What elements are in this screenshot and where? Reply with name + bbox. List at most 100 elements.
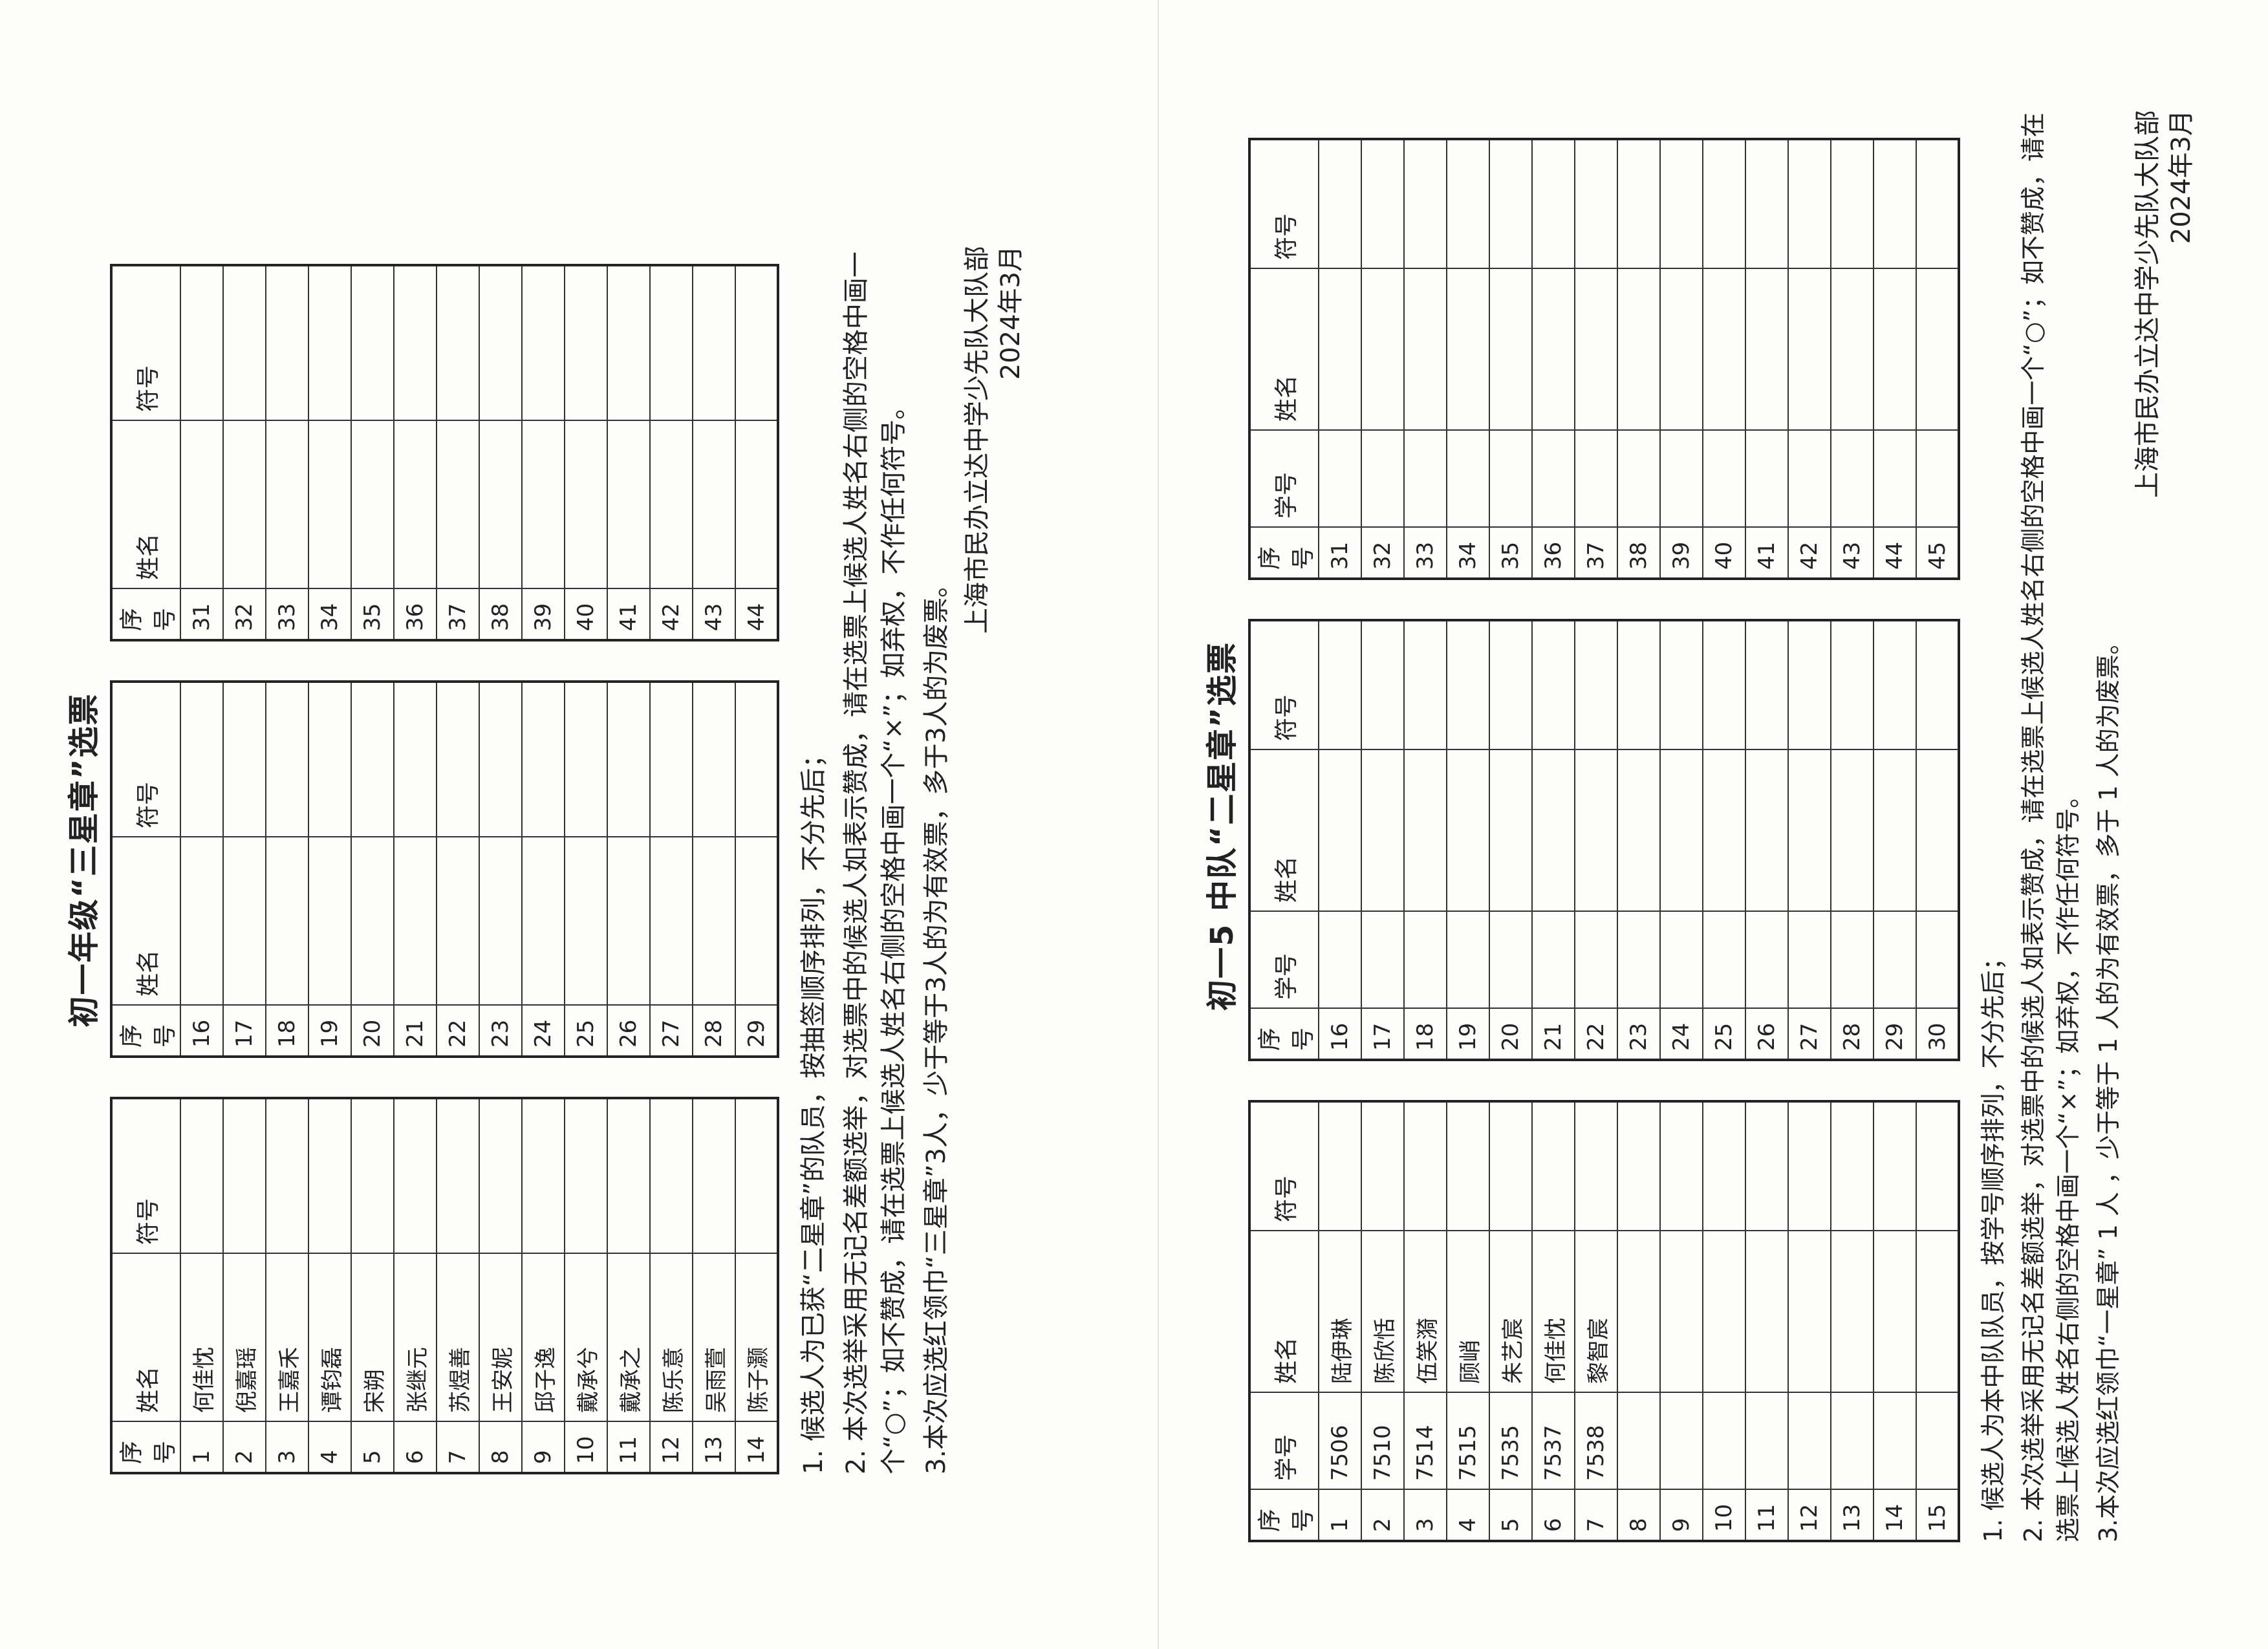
table-row: 35 bbox=[1489, 139, 1532, 579]
empty-cell bbox=[1489, 139, 1532, 268]
table-cell: 21 bbox=[1532, 1008, 1575, 1060]
empty-cell bbox=[223, 1098, 266, 1253]
empty-cell bbox=[1319, 1101, 1361, 1231]
table-row: 29 bbox=[1874, 620, 1916, 1060]
table-row: 31 bbox=[1319, 139, 1361, 579]
ballot-title: 初一年级“三星章”选票 bbox=[66, 693, 102, 1028]
ballot-table: 序号 姓名 符号 1 何佳忱 2 倪嘉瑶 3 王嘉禾 4 谭钧磊 5 宋朔 6 张继元 7 苏煜善 8 王安妮 9 邱子… bbox=[110, 1097, 779, 1474]
empty-cell bbox=[1319, 749, 1361, 911]
empty-cell bbox=[522, 682, 565, 837]
empty-cell bbox=[351, 420, 394, 588]
table-cell: 5 bbox=[1489, 1489, 1532, 1541]
empty-cell bbox=[1916, 620, 1959, 749]
empty-cell bbox=[1745, 620, 1788, 749]
table-row: 32 bbox=[223, 265, 266, 640]
empty-cell bbox=[1575, 139, 1617, 268]
table-cell: 40 bbox=[565, 588, 607, 640]
empty-cell bbox=[1361, 749, 1404, 911]
table-row: 2 倪嘉瑶 bbox=[223, 1098, 266, 1473]
table-cell: 24 bbox=[1660, 1008, 1703, 1060]
empty-cell bbox=[1617, 749, 1660, 911]
column-header: 序号 bbox=[111, 1005, 180, 1057]
empty-cell bbox=[1404, 268, 1447, 430]
empty-cell bbox=[522, 420, 565, 588]
empty-cell bbox=[1874, 911, 1916, 1008]
empty-cell bbox=[437, 420, 479, 588]
empty-cell bbox=[1916, 1392, 1959, 1489]
table-cell: 18 bbox=[1404, 1008, 1447, 1060]
empty-cell bbox=[1447, 749, 1489, 911]
table-row: 34 bbox=[308, 265, 351, 640]
empty-cell bbox=[1788, 1101, 1831, 1231]
empty-cell bbox=[1788, 749, 1831, 911]
column-header: 学号 bbox=[1249, 911, 1319, 1008]
empty-cell bbox=[1617, 1231, 1660, 1392]
empty-cell bbox=[1874, 620, 1916, 749]
empty-cell bbox=[479, 1098, 522, 1253]
table-row: 20 bbox=[351, 682, 394, 1057]
table-cell: 7514 bbox=[1404, 1392, 1447, 1489]
empty-cell bbox=[650, 1098, 693, 1253]
table-cell: 41 bbox=[1745, 527, 1788, 579]
table-cell: 28 bbox=[1831, 1008, 1874, 1060]
table-cell: 18 bbox=[266, 1005, 308, 1057]
table-cell: 21 bbox=[394, 1005, 437, 1057]
empty-cell bbox=[351, 682, 394, 837]
table-cell: 6 bbox=[1532, 1489, 1575, 1541]
empty-cell bbox=[1361, 430, 1404, 527]
table-cell: 黎智宸 bbox=[1575, 1231, 1617, 1392]
table-cell: 44 bbox=[735, 588, 778, 640]
empty-cell bbox=[1489, 749, 1532, 911]
empty-cell bbox=[1916, 911, 1959, 1008]
table-cell: 9 bbox=[1660, 1489, 1703, 1541]
header-row: 序号 姓名 符号 bbox=[111, 682, 180, 1057]
column-header: 序号 bbox=[1249, 1008, 1319, 1060]
empty-cell bbox=[1745, 430, 1788, 527]
table-row: 10 戴承兮 bbox=[565, 1098, 607, 1473]
empty-cell bbox=[1660, 749, 1703, 911]
empty-cell bbox=[223, 682, 266, 837]
empty-cell bbox=[1575, 430, 1617, 527]
note: 3.本次应选红领巾“三星章”3人，少于等于3人的为有效票，多于3人的为废票。 bbox=[922, 572, 951, 1474]
notes: 1. 候选人为本中队队员，按学号顺序排列，不分先后； 2. 本次选举采用无记名差额… bbox=[1976, 110, 2126, 1542]
table-cell: 19 bbox=[1447, 1008, 1489, 1060]
table-cell: 25 bbox=[565, 1005, 607, 1057]
empty-cell bbox=[1361, 268, 1404, 430]
table-cell: 13 bbox=[1831, 1489, 1874, 1541]
empty-cell bbox=[1361, 620, 1404, 749]
table-row: 32 bbox=[1361, 139, 1404, 579]
empty-cell bbox=[650, 420, 693, 588]
table-cell: 31 bbox=[180, 588, 223, 640]
table-row: 36 bbox=[1532, 139, 1575, 579]
table-row: 41 bbox=[1745, 139, 1788, 579]
table-cell: 朱艺宸 bbox=[1489, 1231, 1532, 1392]
table-row: 45 bbox=[1916, 139, 1959, 579]
table-row: 11 戴承之 bbox=[607, 1098, 650, 1473]
table-cell: 戴承之 bbox=[607, 1253, 650, 1421]
table-cell: 40 bbox=[1703, 527, 1745, 579]
table-cell: 张继元 bbox=[394, 1253, 437, 1421]
signature-date: 2024年3月 bbox=[996, 246, 1026, 380]
empty-cell bbox=[437, 1098, 479, 1253]
column-header: 符号 bbox=[1249, 1101, 1319, 1231]
table-cell: 邱子逸 bbox=[522, 1253, 565, 1421]
table-cell: 34 bbox=[308, 588, 351, 640]
table-row: 26 bbox=[607, 682, 650, 1057]
empty-cell bbox=[266, 837, 308, 1005]
ballot-table: 序号 姓名 符号 16 17 18 19 20 21 22 23 24 25 26 27 28 29 bbox=[110, 680, 779, 1058]
ballot: 初一年级“三星章”选票序号 姓名 符号 1 何佳忱 2 倪嘉瑶 3 王嘉禾 4 谭钧磊 5 宋朔 6 张继元… bbox=[58, 246, 1074, 1474]
table-row: 24 bbox=[522, 682, 565, 1057]
empty-cell bbox=[1788, 430, 1831, 527]
table-cell: 29 bbox=[1874, 1008, 1916, 1060]
empty-cell bbox=[650, 837, 693, 1005]
table-row: 33 bbox=[1404, 139, 1447, 579]
ballot-table: 序号 学号 姓名 符号 16 17 18 19 20 21 22 23 24 25 26 27 28 29 30 bbox=[1248, 619, 1960, 1061]
empty-cell bbox=[394, 837, 437, 1005]
table-cell: 19 bbox=[308, 1005, 351, 1057]
table-cell: 7510 bbox=[1361, 1392, 1404, 1489]
empty-cell bbox=[735, 420, 778, 588]
empty-cell bbox=[1660, 911, 1703, 1008]
empty-cell bbox=[1361, 1101, 1404, 1231]
table-row: 18 bbox=[266, 682, 308, 1057]
